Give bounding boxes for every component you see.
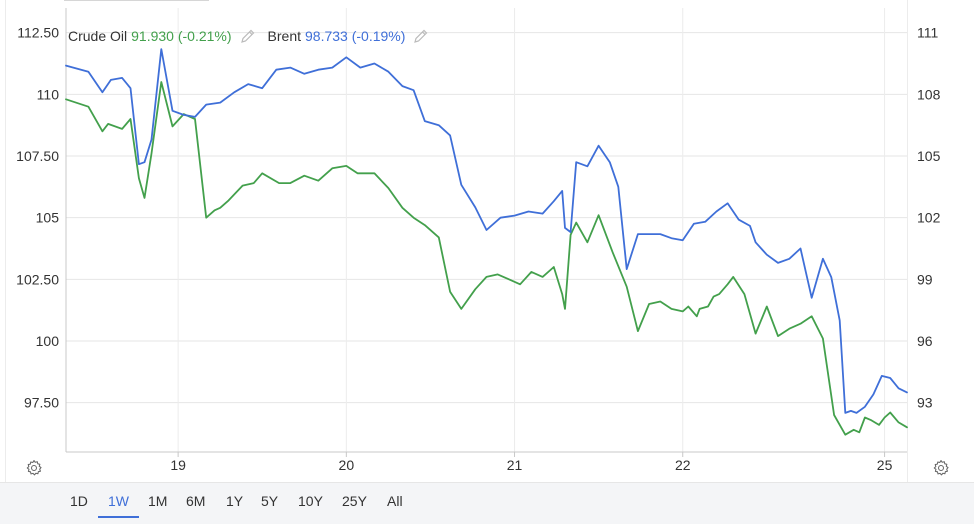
range-1d-button[interactable]: 1D (70, 493, 88, 509)
chart-legend: Crude Oil 91.930 (-0.21%) Brent 98.733 (… (68, 28, 441, 44)
legend-crude-name: Crude Oil (68, 28, 128, 44)
top-divider (64, 0, 209, 1)
range-selector: 1D 1W 1M 6M 1Y 5Y 10Y 25Y All (0, 482, 974, 524)
right-axis-tick: 99 (917, 271, 933, 287)
range-1y-button[interactable]: 1Y (226, 493, 244, 509)
left-axis-tick: 105 (36, 210, 60, 226)
right-axis-tick: 96 (917, 333, 933, 349)
legend-crude-value: 91.930 (-0.21%) (131, 28, 232, 44)
brent-series-line (65, 48, 908, 414)
x-axis-tick: 22 (675, 457, 691, 473)
left-divider (5, 0, 6, 482)
legend-brent-name: Brent (267, 28, 302, 44)
range-5y-button[interactable]: 5Y (261, 493, 279, 509)
x-axis-tick: 20 (339, 457, 355, 473)
legend-brent-value: 98.733 (-0.19%) (305, 28, 406, 44)
price-chart: 112.50 110 107.50 105 102.50 100 97.50 111 108 10… (16, 8, 941, 473)
right-axis-tick: 102 (917, 210, 941, 226)
range-1m-button[interactable]: 1M (148, 493, 168, 509)
gear-icon[interactable] (25, 459, 43, 477)
left-axis-tick: 112.50 (17, 25, 59, 41)
crude-oil-series-line (65, 81, 908, 436)
gear-icon[interactable] (932, 459, 950, 477)
pencil-icon[interactable] (240, 28, 256, 44)
range-all-button[interactable]: All (387, 493, 403, 509)
right-axis-tick: 105 (917, 148, 941, 164)
left-axis-tick: 107.50 (16, 148, 59, 164)
left-axis-tick: 110 (37, 86, 60, 102)
right-axis-tick: 111 (917, 25, 938, 41)
left-axis-tick: 100 (36, 333, 60, 349)
range-6m-button[interactable]: 6M (186, 493, 206, 509)
range-1w-button[interactable]: 1W (98, 492, 139, 518)
left-axis-tick: 97.50 (24, 395, 59, 411)
pencil-icon[interactable] (413, 28, 429, 44)
right-axis-tick: 93 (917, 395, 933, 411)
left-axis-tick: 102.50 (16, 271, 59, 287)
right-divider (907, 0, 908, 482)
range-10y-button[interactable]: 10Y (298, 493, 323, 509)
x-axis-tick: 21 (507, 457, 523, 473)
x-axis-tick: 19 (170, 457, 186, 473)
range-25y-button[interactable]: 25Y (342, 493, 367, 509)
right-axis-tick: 108 (917, 86, 941, 102)
x-axis-tick: 25 (877, 457, 893, 473)
